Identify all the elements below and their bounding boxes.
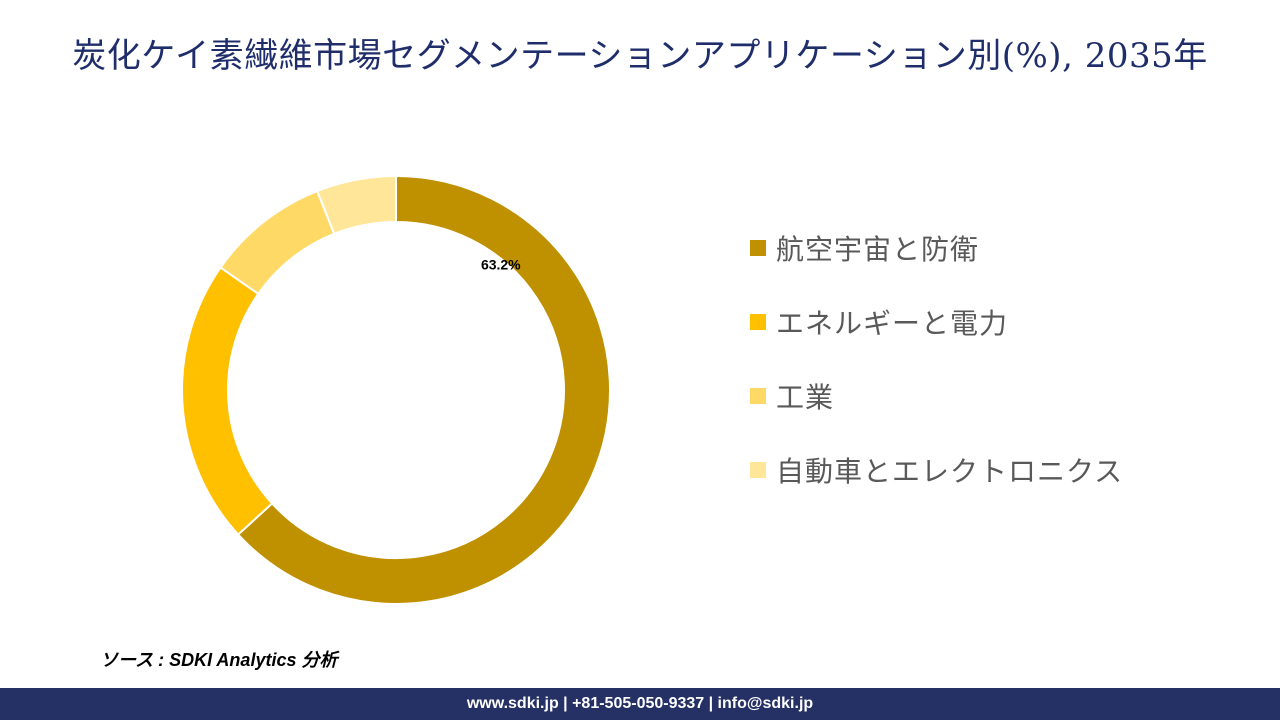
slice-automotive: [315, 174, 397, 236]
slice-aerospace: [236, 174, 611, 605]
legend-swatch: [750, 240, 766, 256]
source-note: ソース : SDKI Analytics 分析: [100, 650, 338, 670]
footer-contact: www.sdki.jp | +81-505-050-9337 | info@sd…: [0, 688, 1280, 720]
legend-label: 工業: [776, 381, 835, 414]
donut-chart: 63.2%: [181, 174, 611, 605]
chart-title: 炭化ケイ素繊維市場セグメンテーションアプリケーション別(%), 2035年: [72, 36, 1208, 76]
legend-swatch: [750, 314, 766, 330]
legend-item-aerospace: 航空宇宙と防衛: [750, 190, 1123, 306]
legend-swatch: [750, 388, 766, 404]
slice-energy: [181, 266, 274, 536]
legend-label: 自動車とエレクトロニクス: [776, 455, 1124, 488]
legend-item-energy: エネルギーと電力: [750, 264, 1123, 380]
legend-item-automotive: 自動車とエレクトロニクス: [750, 412, 1123, 528]
legend-label: 航空宇宙と防衛: [776, 233, 980, 266]
legend: 航空宇宙と防衛 エネルギーと電力 工業 自動車とエレクトロニクス: [750, 190, 1123, 528]
legend-item-industrial: 工業: [750, 338, 1123, 454]
data-label: 63.2%: [481, 257, 521, 273]
legend-swatch: [750, 462, 766, 478]
legend-label: エネルギーと電力: [776, 307, 1009, 340]
slice-industrial: [219, 189, 336, 296]
